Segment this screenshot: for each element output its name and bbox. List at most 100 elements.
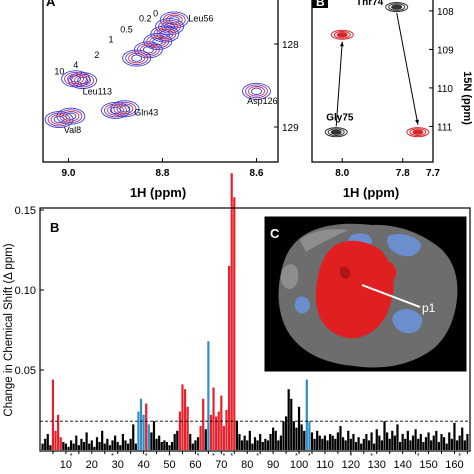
surface-red: [377, 260, 397, 283]
x-tick-label: 8.0: [335, 168, 349, 179]
bar: [277, 440, 280, 450]
peak-contour: [110, 106, 121, 115]
y-tick-label: 0.10: [15, 285, 36, 297]
bar: [212, 387, 215, 450]
bar: [137, 411, 140, 450]
peak-contour: [53, 115, 65, 124]
bar: [261, 442, 264, 450]
p1-pointer-line: [361, 284, 421, 308]
bar: [463, 440, 466, 450]
bar: [466, 434, 469, 450]
bar: [152, 421, 156, 450]
peak-label: 0.2: [139, 14, 152, 24]
peak-contour: [104, 103, 127, 118]
bar: [82, 442, 86, 450]
bar: [305, 379, 308, 450]
inset-top-label: Thr74: [356, 0, 384, 8]
bar: [448, 432, 451, 450]
bar: [160, 442, 163, 450]
bar: [417, 438, 420, 450]
bar: [191, 443, 194, 450]
bar: [354, 442, 358, 450]
peak-contour: [248, 86, 265, 97]
bar: [57, 414, 60, 450]
y-tick-label: 109: [437, 45, 454, 56]
bar: [199, 426, 202, 450]
bar: [331, 435, 334, 450]
peak-contour: [139, 44, 157, 56]
inset-frame: [311, 0, 434, 163]
peak-contour: [245, 84, 268, 99]
bar: [207, 341, 210, 450]
bar: [274, 430, 277, 450]
residue-star: *: [295, 453, 298, 460]
bar: [455, 440, 459, 450]
peak-contour: [50, 114, 68, 125]
bar: [269, 434, 272, 450]
bar: [51, 379, 55, 450]
peak-label: 2: [94, 50, 99, 60]
arrow-head: [339, 41, 344, 47]
bar: [124, 440, 127, 450]
x-tick-label: 20: [86, 459, 98, 471]
panel-c: p1 C: [263, 215, 468, 373]
inset-x-axis-label: 1H (ppm): [343, 185, 399, 200]
surface-blue: [392, 309, 423, 334]
bar: [329, 434, 332, 450]
bar: [72, 443, 75, 450]
x-tick-label: 7.8: [396, 168, 410, 179]
bar: [458, 435, 461, 450]
bar: [378, 435, 381, 450]
bar: [279, 435, 283, 450]
bar: [46, 434, 49, 450]
x-tick-label: 7.7: [426, 168, 440, 179]
peak-contour: [412, 129, 424, 135]
bar: [44, 438, 47, 450]
panel-b-y-axis-label: Change in Chemical Shift (Δ ppm): [3, 243, 15, 416]
panel-inset: Gly75 B Thr74 8.0 7.8 7.7 108 109 110 111 1H …: [311, 0, 473, 200]
peak-contour: [336, 32, 348, 38]
x-tick-label: 30: [112, 459, 124, 471]
x-tick-label: 9.0: [62, 168, 76, 179]
x-tick-label: 120: [342, 459, 360, 471]
bar: [80, 438, 83, 450]
bar: [95, 437, 99, 450]
bar: [114, 435, 117, 450]
bar: [256, 440, 259, 450]
nmr-peak: [61, 70, 91, 88]
x-tick-label: 110: [316, 459, 334, 471]
x-tick-label: 40: [137, 459, 149, 471]
bar: [266, 440, 270, 450]
bar: [445, 443, 448, 450]
bar: [98, 442, 101, 450]
y-tick-label: 108: [437, 7, 454, 18]
peak-label: Asp126: [247, 96, 278, 106]
bar: [246, 440, 249, 450]
y-tick-label: 129: [282, 123, 299, 134]
bar: [93, 446, 96, 450]
x-tick-label: 130: [368, 459, 386, 471]
bar: [194, 440, 197, 450]
bar: [129, 438, 132, 450]
y-tick-label: 111: [437, 122, 453, 133]
y-tick-label: 0.05: [15, 365, 36, 377]
bar: [121, 434, 124, 450]
peak-contour: [406, 127, 430, 138]
bar: [106, 438, 109, 450]
x-tick-label: 90: [267, 459, 279, 471]
bar: [251, 443, 254, 450]
peak-contour: [125, 51, 149, 65]
peak-contour: [324, 127, 348, 138]
panel-a: 00.2 0.5 12 4 10 Leu56 Leu113 Gln43 Asp126 Val8 A…: [42, 0, 299, 200]
panel-b-bars: [41, 173, 469, 450]
bar: [419, 434, 422, 450]
bar: [220, 395, 223, 450]
bar: [272, 427, 275, 450]
bar: [168, 445, 171, 450]
peak-label: Leu56: [188, 14, 213, 24]
panel-c-frame: [263, 215, 468, 373]
peak-contour: [107, 105, 124, 116]
x-tick-label: 160: [445, 459, 463, 471]
residue-star: *: [145, 453, 148, 460]
